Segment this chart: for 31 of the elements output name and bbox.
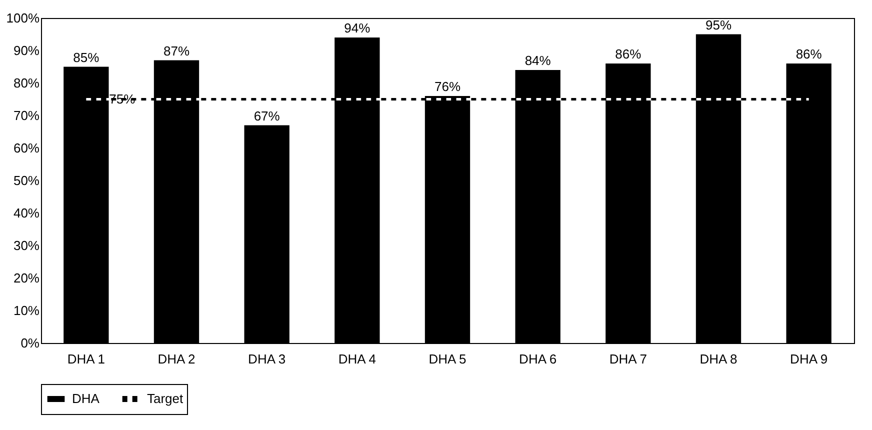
x-tick-label: DHA 5 [428,352,466,366]
data-label: 94% [344,20,371,36]
y-tick-label: 40% [13,206,40,220]
y-tick-label: 90% [13,43,40,58]
x-tick-label: DHA 9 [790,352,828,366]
x-tick-label: DHA 8 [700,352,738,366]
data-label: 86% [615,46,642,62]
legend-label: Target [147,391,184,406]
y-tick-label: 0% [20,336,40,350]
data-label: 86% [796,46,822,62]
x-tick-label: DHA 3 [248,352,286,366]
data-label: 76% [434,79,461,94]
y-tick-label: 50% [13,173,40,188]
y-tick-label: 60% [13,140,40,156]
y-tick-label: 100% [6,10,40,26]
x-tick-label: DHA 6 [519,352,557,366]
data-label: 84% [524,53,552,68]
x-tick-label: DHA 1 [67,352,105,366]
y-tick-label: 70% [13,108,40,123]
data-label: 67% [254,108,280,124]
x-tick-label: DHA 7 [609,352,647,366]
y-tick-label: 80% [13,76,40,90]
data-label: 95% [705,17,732,32]
legend-label: DHA [72,391,100,406]
x-tick-label: DHA 2 [158,352,196,366]
x-tick-label: DHA 4 [338,352,376,366]
data-label: 85% [73,50,100,65]
y-tick-label: 10% [13,303,40,318]
y-tick-label: 30% [13,238,40,253]
y-tick-label: 20% [13,270,40,286]
data-label: 87% [163,43,190,58]
